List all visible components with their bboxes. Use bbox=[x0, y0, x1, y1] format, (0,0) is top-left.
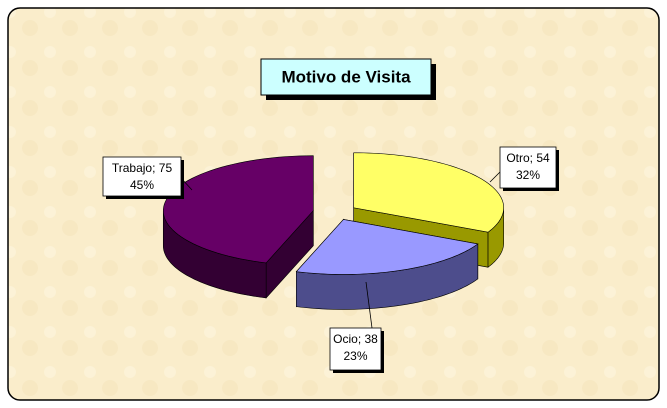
label-box bbox=[102, 156, 182, 197]
label-box bbox=[499, 146, 557, 189]
percent-label: 45% bbox=[130, 178, 154, 192]
title-box bbox=[260, 58, 432, 96]
leader-line bbox=[489, 171, 501, 183]
data-label: Trabajo; 75 bbox=[112, 161, 173, 175]
percent-label: 32% bbox=[516, 168, 540, 182]
chart-area bbox=[7, 7, 660, 401]
leader-line bbox=[365, 281, 373, 329]
slice bbox=[295, 219, 479, 275]
slice bbox=[353, 152, 504, 233]
percent-label: 23% bbox=[343, 349, 367, 363]
slice bbox=[163, 155, 314, 264]
data-label: Otro; 54 bbox=[506, 151, 550, 165]
chart-title: Motivo de Visita bbox=[281, 67, 411, 86]
label-box bbox=[329, 327, 382, 371]
data-label: Ocio; 38 bbox=[333, 332, 378, 346]
